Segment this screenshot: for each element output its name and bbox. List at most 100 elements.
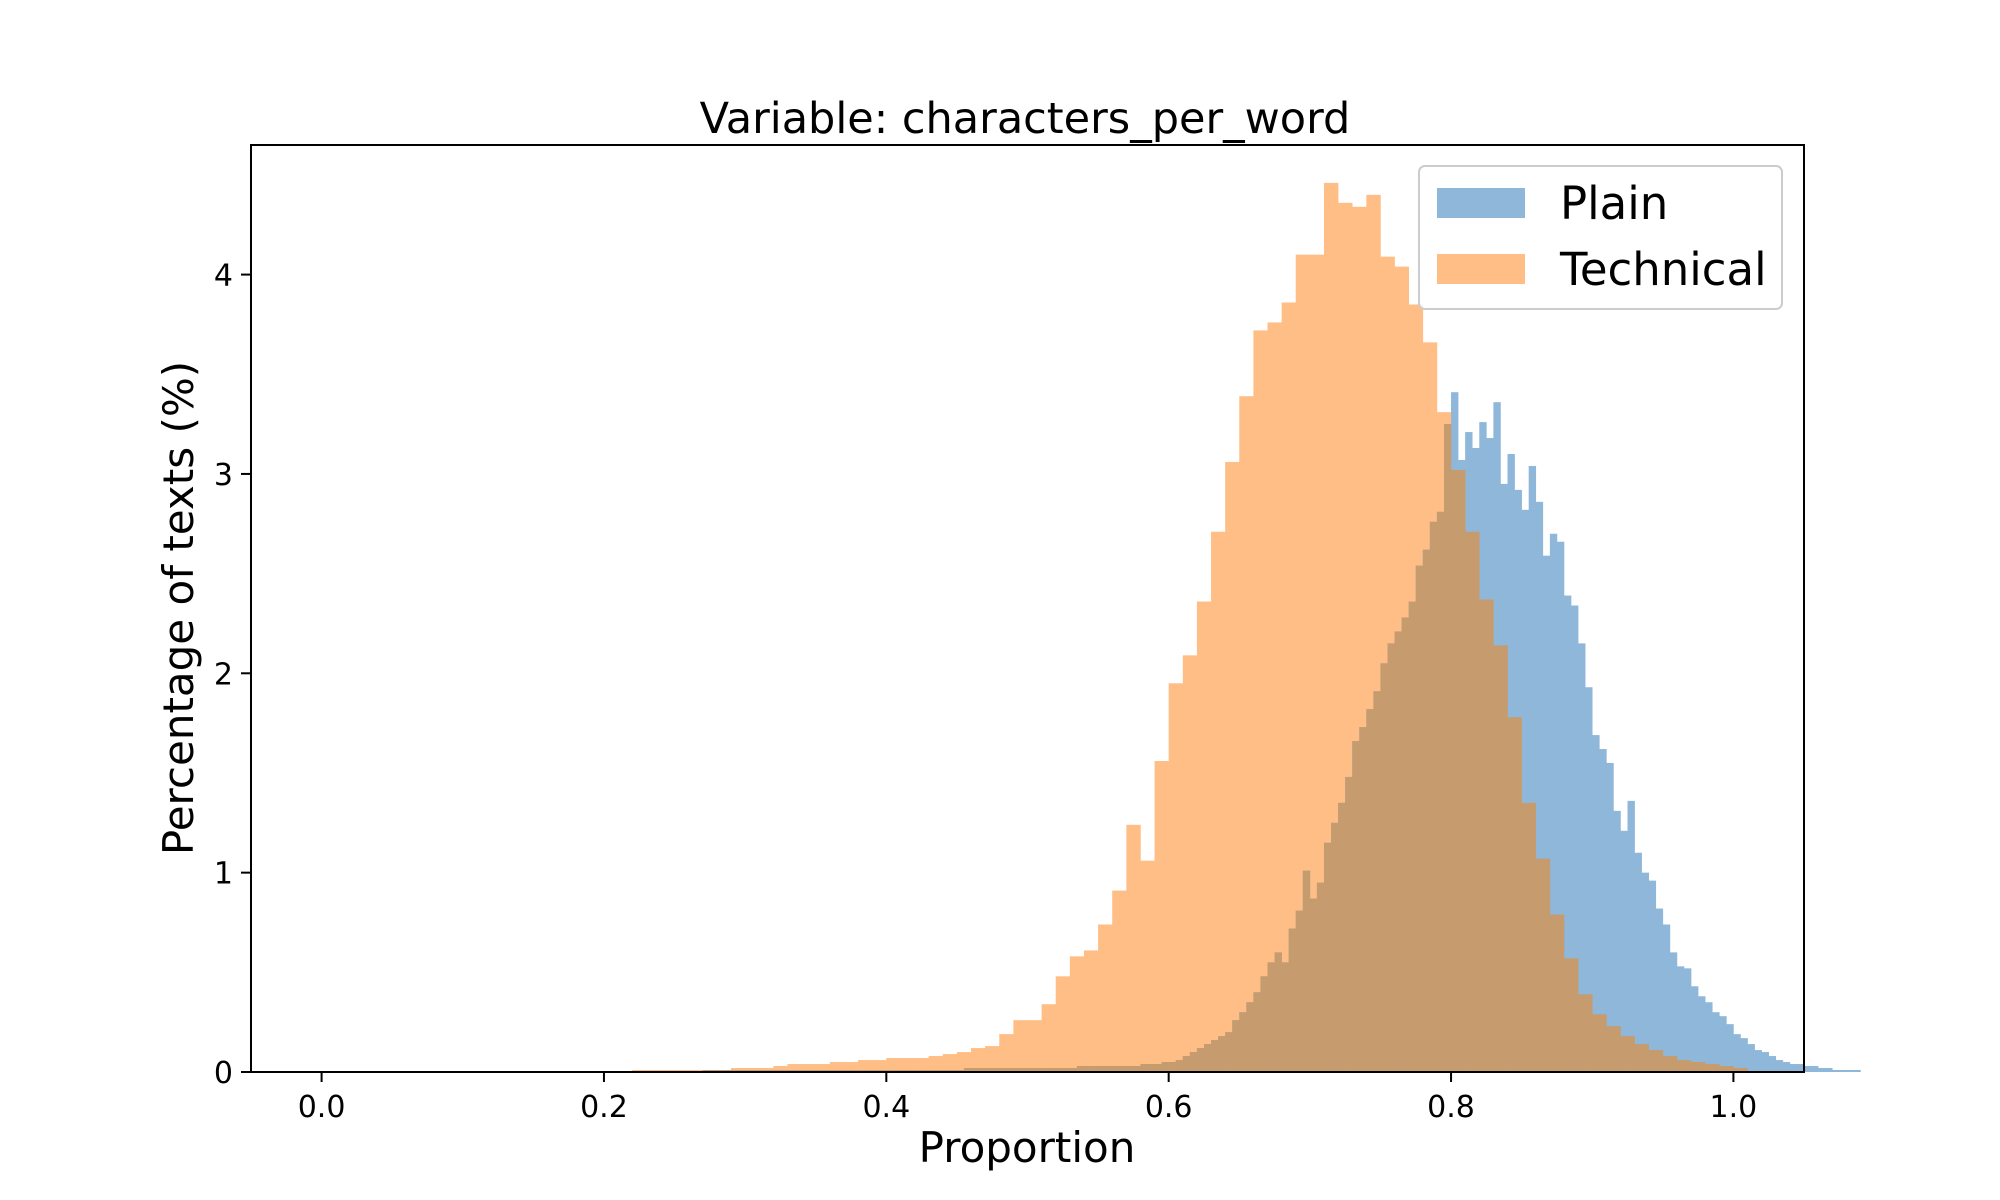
x-tick-label: 0.2 [580, 1090, 628, 1125]
histogram-bar-overlap [1592, 1014, 1600, 1072]
histogram-bar-plain [1691, 986, 1699, 1072]
histogram-bar-overlap [1006, 1068, 1014, 1072]
histogram-bar-plain [1542, 555, 1551, 1072]
histogram-bar-overlap [1443, 424, 1452, 1073]
histogram-bar-technical [1041, 1004, 1057, 1072]
histogram-bar-plain [1655, 908, 1664, 1072]
histogram-bar-plain [1754, 1050, 1762, 1072]
histogram-bar-plain [1571, 605, 1579, 1072]
histogram-bar-technical [956, 1052, 972, 1072]
histogram-bar-technical [914, 1058, 929, 1072]
x-tick-label: 1.0 [1710, 1090, 1758, 1125]
histogram-bar-overlap [1733, 1068, 1741, 1072]
histogram-bar-overlap [1634, 1044, 1642, 1072]
histogram-bar-technical [1013, 1020, 1028, 1072]
histogram-bar-overlap [1479, 599, 1487, 1072]
histogram-bar-technical [1083, 950, 1099, 1072]
histogram-bar-technical [928, 1056, 944, 1072]
histogram-bar-overlap [1196, 1048, 1205, 1072]
histogram-bar-overlap [1507, 717, 1515, 1072]
histogram-bar-overlap [1394, 631, 1402, 1072]
histogram-bar-overlap [1500, 645, 1508, 1072]
histogram-bar-plain [1563, 595, 1572, 1072]
histogram-bar-overlap [1726, 1066, 1734, 1072]
histogram-bar-overlap [1458, 469, 1466, 1072]
histogram-bar-plain [1811, 1066, 1819, 1072]
histogram-bar-overlap [1309, 898, 1318, 1072]
histogram-bar-overlap [1676, 1060, 1685, 1072]
histogram-bar-overlap [1352, 741, 1360, 1072]
histogram-bar-overlap [971, 1068, 979, 1072]
chart-title: Variable: characters_per_word [700, 94, 1351, 144]
histogram-bar-plain [1825, 1068, 1833, 1072]
histogram-bar-technical [1098, 924, 1113, 1072]
histogram-bar-overlap [1620, 1036, 1628, 1072]
histogram-bar-overlap [1203, 1044, 1212, 1072]
y-tick-label: 2 [214, 657, 233, 692]
histogram-bar-overlap [1514, 717, 1522, 1072]
histogram-bar-plain [1818, 1068, 1826, 1072]
histogram-bar-overlap [1740, 1068, 1748, 1072]
histogram-bar-overlap [1549, 914, 1558, 1072]
histogram-bar-overlap [1062, 1068, 1071, 1072]
histogram-bar-overlap [1260, 976, 1268, 1072]
histogram-bar-overlap [1563, 958, 1572, 1072]
histogram-bar-plain [1549, 533, 1558, 1072]
histogram-bar-plain [1684, 968, 1692, 1072]
histogram-bar-technical [1253, 330, 1268, 1072]
histogram-bar-overlap [1691, 1062, 1699, 1072]
histogram-bar-overlap [1401, 617, 1409, 1072]
histogram-bar-overlap [1613, 1026, 1621, 1072]
histogram-bar-overlap [1316, 882, 1325, 1072]
histogram-bar-overlap [1098, 1066, 1106, 1072]
histogram-bar-plain [1761, 1052, 1770, 1072]
histogram-bar-overlap [1274, 952, 1282, 1072]
histogram-bar-overlap [1585, 994, 1593, 1072]
histogram-bar-technical [759, 1068, 774, 1072]
histogram-bar-overlap [1380, 663, 1388, 1072]
histogram-bar-overlap [978, 1068, 986, 1072]
histogram-bar-plain [1698, 996, 1706, 1072]
histogram-bar-plain [1796, 1064, 1805, 1072]
histogram-bar-plain [1705, 1002, 1713, 1072]
legend-label-plain: Plain [1560, 177, 1668, 230]
histogram-bar-plain [1712, 1012, 1720, 1072]
histogram-bar-technical [971, 1048, 986, 1072]
histogram-bar-plain [1634, 852, 1642, 1072]
histogram-bar-technical [1055, 976, 1071, 1072]
legend-label-technical: Technical [1559, 243, 1767, 296]
histogram-bar-overlap [1232, 1020, 1240, 1072]
bars-layer [632, 182, 1861, 1073]
histogram-bar-plain [1627, 800, 1635, 1072]
x-tick-label: 0.8 [1427, 1090, 1475, 1125]
x-tick-label: 0.6 [1145, 1090, 1193, 1125]
histogram-bar-overlap [1366, 709, 1374, 1072]
histogram-bar-overlap [1211, 1040, 1219, 1072]
histogram-bar-plain [1648, 880, 1657, 1072]
histogram-bar-overlap [1055, 1068, 1064, 1072]
histogram-bar-overlap [1528, 802, 1537, 1072]
histogram-bar-overlap [1345, 776, 1353, 1072]
histogram-bar-overlap [1076, 1066, 1085, 1072]
histogram-bar-technical [999, 1034, 1014, 1072]
histogram-bar-overlap [1295, 910, 1304, 1072]
histogram-bar-plain [1585, 687, 1593, 1072]
histogram-bar-plain [1768, 1056, 1777, 1072]
histogram-bar-plain [1832, 1070, 1840, 1072]
histogram-bar-technical [1281, 302, 1297, 1072]
histogram-bar-technical [1126, 824, 1141, 1072]
histogram-bar-overlap [1422, 549, 1431, 1072]
histogram-bar-overlap [1698, 1062, 1706, 1072]
histogram-bar-plain [1521, 509, 1529, 1072]
x-tick-label: 0.0 [298, 1090, 346, 1125]
y-tick-label: 1 [214, 857, 233, 892]
histogram-bar-overlap [1408, 601, 1417, 1072]
histogram-bar-technical [1112, 890, 1127, 1072]
histogram-bar-plain [1641, 872, 1649, 1072]
histogram-bar-overlap [1373, 691, 1381, 1072]
histogram-bar-overlap [963, 1068, 972, 1072]
histogram-bar-overlap [1048, 1068, 1057, 1072]
y-axis-label: Percentage of texts (%) [154, 361, 203, 855]
histogram-bar-technical [773, 1066, 788, 1072]
histogram-bar-overlap [1182, 1056, 1191, 1072]
